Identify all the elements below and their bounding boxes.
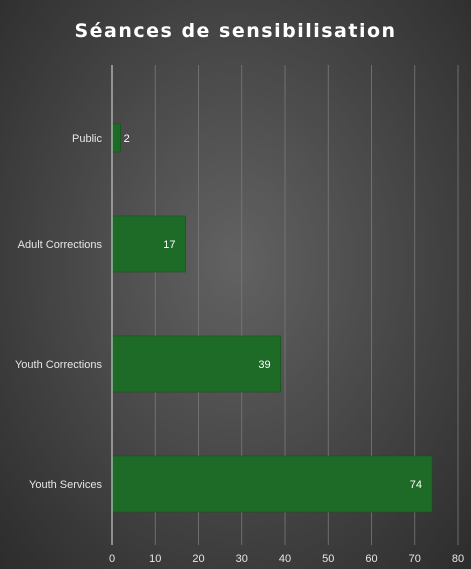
x-tick-label: 40 [279,553,291,565]
x-tick-label: 80 [452,553,464,565]
category-label: Adult Corrections [18,239,103,251]
x-tick-label: 20 [192,553,204,565]
category-label: Youth Services [29,479,102,491]
data-label: 2 [124,133,130,145]
data-label: 17 [163,239,175,251]
category-label: Public [72,133,102,145]
bar [111,335,281,393]
bar [111,123,121,153]
x-tick-label: 60 [365,553,377,565]
x-tick-label: 70 [409,553,421,565]
x-tick-label: 0 [109,553,115,565]
bar [111,455,433,513]
data-label: 39 [258,359,270,371]
bar [111,215,186,273]
data-label: 74 [410,479,422,491]
x-tick-label: 50 [322,553,334,565]
x-tick-label: 10 [149,553,161,565]
chart-title: Séances de sensibilisation [74,20,397,42]
x-tick-label: 30 [236,553,248,565]
category-label: Youth Corrections [15,359,103,371]
